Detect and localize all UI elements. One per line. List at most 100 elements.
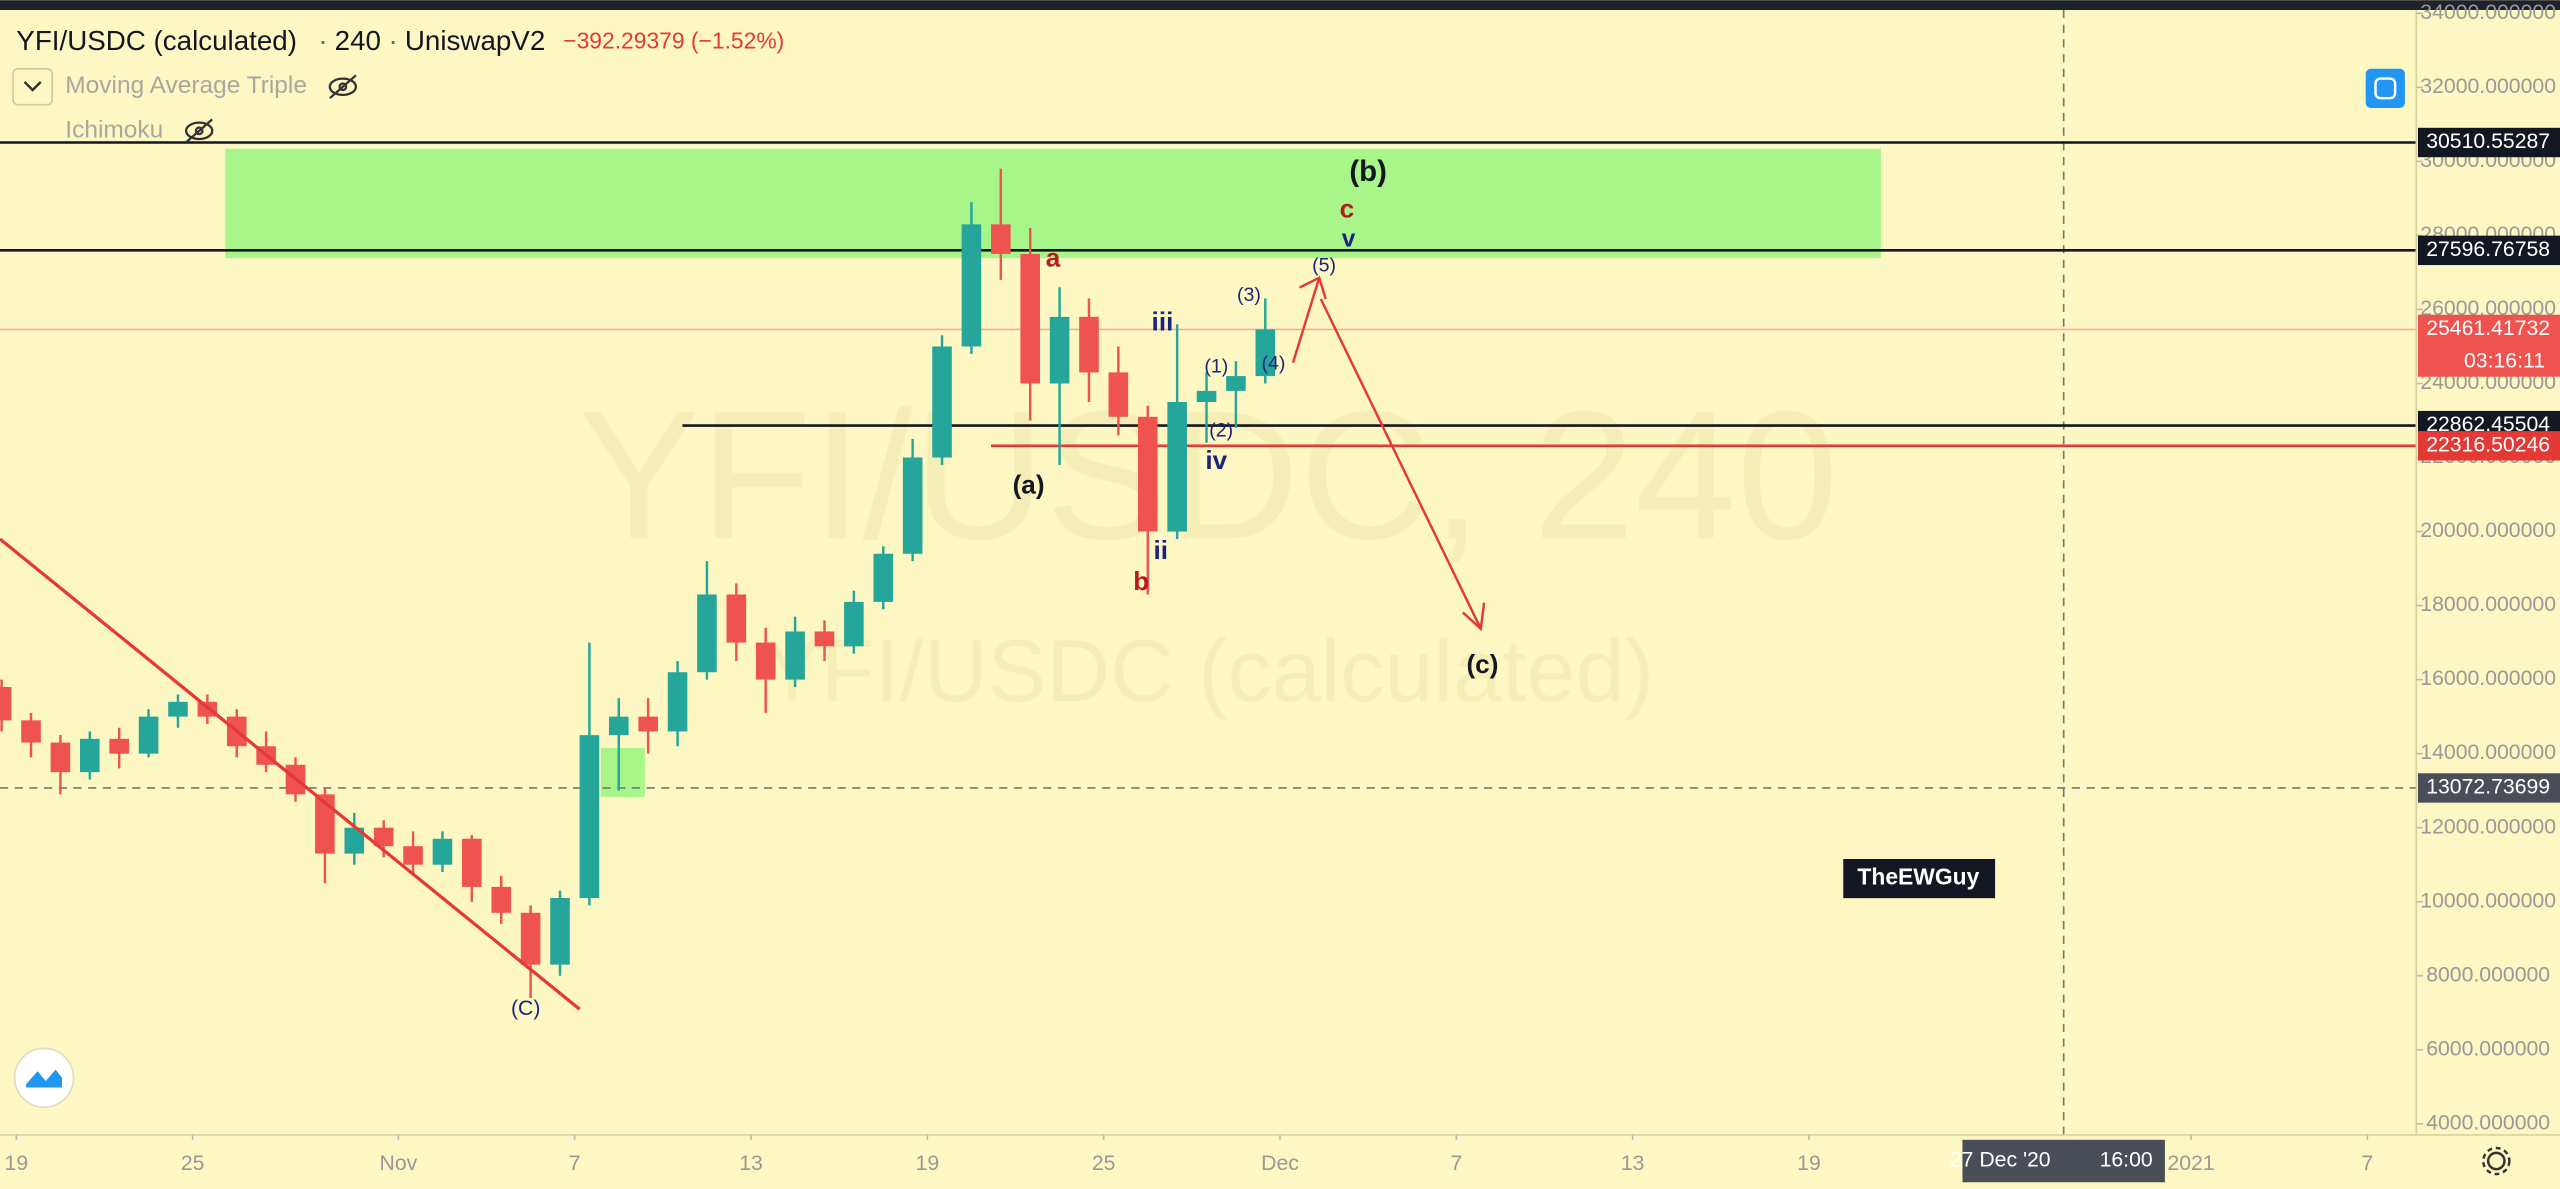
fullscreen-button[interactable] xyxy=(2365,68,2405,108)
candle-body xyxy=(844,601,864,647)
projection-arrow xyxy=(1291,277,1321,364)
y-tick-label: 16000.000000 xyxy=(2420,667,2556,690)
candle-body xyxy=(667,672,688,732)
logo[interactable] xyxy=(13,1047,75,1108)
symbol-title: YFI/USDC (calculated) xyxy=(16,25,297,56)
hidden-eye-icon[interactable] xyxy=(184,118,214,144)
candle-body xyxy=(1020,253,1040,384)
candle-body xyxy=(550,898,570,965)
candle-body xyxy=(1108,372,1129,417)
chevron-icon xyxy=(23,80,42,92)
wave-label: c xyxy=(1340,194,1355,224)
y-tick-label: 20000.000000 xyxy=(2420,519,2556,542)
wave-label: iii xyxy=(1152,306,1174,336)
watermark-group: YFI/USDC, 240 YFI/USDC (calculated) xyxy=(578,372,1838,720)
crosshair-time-label: 16:00 xyxy=(2100,1149,2153,1172)
price-change: −392.29379 (−1.52%) xyxy=(563,28,784,54)
x-tick-label: 2021 xyxy=(2167,1152,2214,1175)
candle-body xyxy=(697,594,717,673)
candle-body xyxy=(109,738,129,754)
indicator-name[interactable]: Ichimoku xyxy=(65,116,163,143)
price-level-label: 22316.50246 xyxy=(2426,433,2550,456)
candle-body xyxy=(579,735,600,899)
button-icon xyxy=(2374,77,2397,100)
price-level-label: 30510.55287 xyxy=(2426,130,2550,153)
zone xyxy=(600,747,645,797)
separator: · xyxy=(389,25,398,56)
y-tick-label: 4000.000000 xyxy=(2426,1111,2550,1134)
indicator-name[interactable]: Moving Average Triple xyxy=(65,72,307,99)
candle-body xyxy=(50,742,71,773)
y-tick-label: 14000.000000 xyxy=(2420,741,2556,764)
wave-label: iv xyxy=(1205,445,1227,475)
settings-icon[interactable] xyxy=(2482,1146,2511,1176)
y-tick-label: 26000.000000 xyxy=(2420,297,2556,320)
projection-arrow xyxy=(1319,298,1482,630)
price-level-badge xyxy=(2417,127,2560,158)
x-tick-label: 19 xyxy=(1797,1152,1821,1175)
candle-body xyxy=(785,631,805,680)
wave-label: (a) xyxy=(1013,470,1045,500)
wave-label: a xyxy=(1046,243,1061,273)
x-tick-label: Dec xyxy=(1261,1152,1299,1175)
collapse-button[interactable] xyxy=(12,67,54,106)
x-tick-label: 19 xyxy=(5,1152,29,1175)
candle-body xyxy=(991,224,1011,254)
wave-label: (4) xyxy=(1262,352,1286,374)
x-tick-label: 7 xyxy=(569,1152,581,1175)
x-tick-label: 7 xyxy=(1450,1152,1462,1175)
candle-body xyxy=(168,701,188,717)
crosshair-time-badge xyxy=(1962,1139,2165,1183)
target-zone xyxy=(225,148,1881,259)
logo-icon xyxy=(26,1069,63,1088)
last-price-label: 25461.41732 xyxy=(2426,317,2550,340)
separator: · xyxy=(318,25,327,56)
wave-label: (2) xyxy=(1209,419,1233,441)
x-tick-label: 7 xyxy=(2361,1152,2373,1175)
y-tick-label: 10000.000000 xyxy=(2420,889,2556,912)
candle-body xyxy=(726,594,747,643)
y-tick-label: 24000.000000 xyxy=(2420,371,2556,394)
candle-body xyxy=(1167,402,1187,532)
interval: 240 xyxy=(335,25,381,56)
arrow-head xyxy=(1299,276,1327,300)
candle-body xyxy=(403,846,423,865)
hidden-eye-icon[interactable] xyxy=(328,74,358,100)
candle-body xyxy=(814,631,835,647)
x-tick-label: 25 xyxy=(1092,1152,1116,1175)
crosshair-price-label: 13072.73699 xyxy=(2426,776,2550,799)
candle-body xyxy=(1049,316,1070,384)
candle-body xyxy=(608,716,629,736)
candle-body xyxy=(755,642,776,680)
x-tick-label: 13 xyxy=(1621,1152,1645,1175)
candle-body xyxy=(462,838,482,887)
last-price-badge xyxy=(2417,314,2560,377)
watermark: YFI/USDC (calculated) xyxy=(762,621,1654,720)
arrow-head xyxy=(1462,602,1486,632)
countdown: 03:16:11 xyxy=(2464,350,2545,373)
wave-label: (5) xyxy=(1312,255,1336,277)
y-tick-label: 34000.000000 xyxy=(2420,1,2556,24)
wave-label: (c) xyxy=(1466,649,1498,679)
candle-body xyxy=(638,716,658,732)
x-tick-label: 25 xyxy=(181,1152,205,1175)
candle-body xyxy=(21,720,41,743)
wave-label: (C) xyxy=(511,997,540,1020)
candle-body xyxy=(432,838,453,865)
candle-body xyxy=(1079,316,1099,373)
signature: TheEWGuy xyxy=(1857,864,1979,890)
candle-body xyxy=(138,716,159,754)
exchange: UniswapV2 xyxy=(405,25,545,56)
candle-body xyxy=(344,827,365,854)
y-tick-label: 8000.000000 xyxy=(2426,963,2550,986)
candle-body xyxy=(373,827,394,847)
crosshair-date-label: 27 Dec '20 xyxy=(1950,1149,2051,1172)
candle-body xyxy=(902,457,923,554)
candle-body xyxy=(932,346,952,458)
price-level-badge xyxy=(2417,431,2560,461)
wave-label: b xyxy=(1133,566,1149,596)
candle-body xyxy=(1196,390,1217,403)
wave-label: (b) xyxy=(1349,155,1387,188)
x-tick-label: Nov xyxy=(380,1152,418,1175)
y-tick-label: 18000.000000 xyxy=(2420,593,2556,616)
